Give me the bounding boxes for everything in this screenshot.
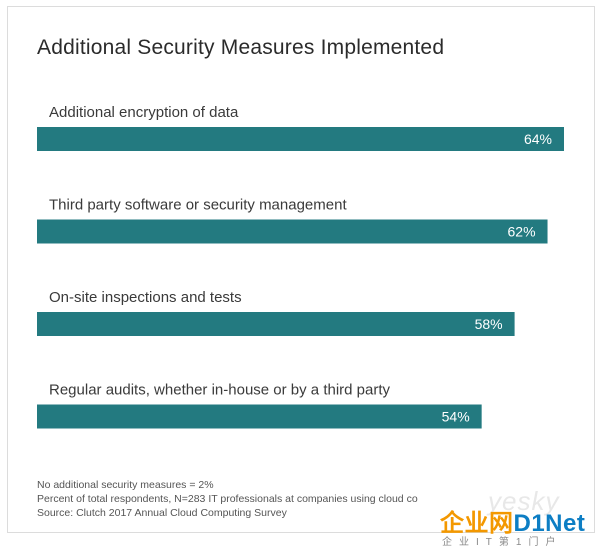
watermark-brand-cn: 企业网 [440, 510, 514, 537]
watermark-slogan: 企业IT第1门户 [442, 537, 563, 548]
bar [37, 127, 564, 151]
watermark-yesky: yesky [488, 486, 560, 516]
bar [37, 404, 482, 429]
bar-value-label: 58% [475, 316, 503, 332]
bar-value-label: 62% [508, 224, 536, 240]
footnotes: No additional security measures = 2% Per… [37, 478, 418, 520]
bar [37, 219, 548, 244]
category-label: Regular audits, whether in-house or by a… [49, 382, 391, 399]
category-label: Additional encryption of data [49, 104, 239, 121]
footnote-no-measures: No additional security measures = 2% [37, 479, 214, 491]
category-label: On-site inspections and tests [49, 289, 242, 306]
footnote-respondents: Percent of total respondents, N=283 IT p… [37, 493, 418, 505]
watermark-brand-en: D1Net [513, 510, 586, 537]
bar [37, 312, 515, 336]
watermark-logo: 企业网D1Net [440, 503, 585, 538]
footnote-source: Source: Clutch 2017 Annual Cloud Computi… [37, 507, 287, 519]
category-label: Third party software or security managem… [49, 197, 347, 214]
bar-value-label: 64% [524, 131, 552, 147]
chart-frame [7, 6, 595, 533]
bar-value-label: 54% [442, 409, 470, 425]
chart-title: Additional Security Measures Implemented [37, 36, 445, 59]
